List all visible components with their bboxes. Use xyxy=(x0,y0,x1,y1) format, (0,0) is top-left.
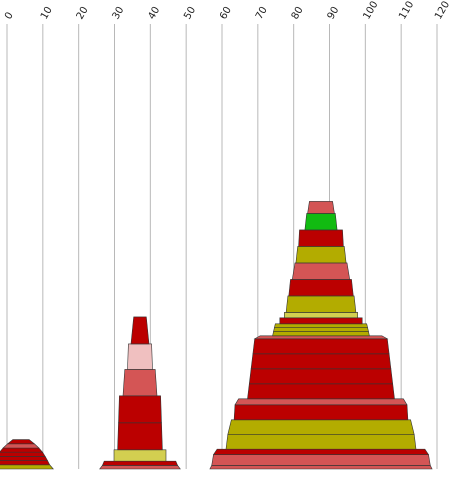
stack-1-segment-4 xyxy=(0,451,46,457)
stack-1-segment-2 xyxy=(0,460,51,466)
x-tick-label-2: 20 xyxy=(75,5,91,22)
stack-3-segment-17 xyxy=(283,312,359,319)
stacks xyxy=(0,201,433,470)
x-tick-labels: 0 10 20 30 40 50 60 70 80 90 100 110 120 xyxy=(3,0,452,22)
x-tick-label-10: 100 xyxy=(361,0,380,22)
x-tick-label-12: 120 xyxy=(433,0,452,22)
stack-3-segment-9 xyxy=(248,368,394,385)
stack-1-segment-6 xyxy=(2,443,40,449)
stack-2 xyxy=(99,316,181,470)
stack-3-segment-10 xyxy=(250,353,392,370)
stack-3-segment-6 xyxy=(233,404,409,421)
stack-3-segment-18 xyxy=(285,295,357,313)
stack-1-segment-7 xyxy=(6,439,36,445)
stack-2-segment-1 xyxy=(99,465,181,470)
stack-2-segment-6 xyxy=(122,369,158,397)
x-tick-label-1: 10 xyxy=(39,5,55,22)
stack-3-segment-11 xyxy=(252,338,390,355)
x-tick-label-0: 0 xyxy=(3,10,16,21)
stack-1-segment-3 xyxy=(0,456,49,461)
stack-3-segment-21 xyxy=(295,246,347,264)
stack-2-segment-5 xyxy=(118,395,162,424)
x-tick-label-3: 30 xyxy=(111,5,127,22)
stack-1-segment-1 xyxy=(0,464,54,470)
x-tick-label-6: 60 xyxy=(218,5,234,22)
stack-3-segment-19 xyxy=(288,279,354,297)
stack-3-segment-3 xyxy=(212,448,430,455)
stack-3-segment-12 xyxy=(253,335,389,340)
stack-3-segment-24 xyxy=(307,201,335,214)
stack-3-segment-20 xyxy=(291,262,351,280)
stack-3-segment-13 xyxy=(272,331,370,337)
stack-3 xyxy=(209,201,433,470)
x-tick-label-11: 110 xyxy=(397,0,416,22)
x-tick-label-5: 50 xyxy=(182,5,198,22)
stack-1 xyxy=(0,439,54,470)
stack-2-segment-2 xyxy=(101,460,179,466)
stack-2-segment-7 xyxy=(127,343,153,370)
stack-3-segment-1 xyxy=(209,465,433,470)
stack-3-segment-16 xyxy=(279,317,363,325)
stack-3-segment-4 xyxy=(225,434,417,450)
stack-3-segment-8 xyxy=(247,383,395,400)
stack-2-segment-3 xyxy=(113,449,167,462)
x-tick-label-8: 80 xyxy=(290,5,306,22)
stack-1-segment-5 xyxy=(0,447,44,453)
x-tick-label-9: 90 xyxy=(326,5,342,22)
stack-3-segment-5 xyxy=(227,419,415,435)
stack-3-segment-7 xyxy=(234,398,408,406)
stack-3-segment-14 xyxy=(273,327,369,332)
x-tick-label-7: 70 xyxy=(254,5,270,22)
stack-3-segment-2 xyxy=(211,454,431,466)
stack-2-segment-4 xyxy=(117,422,163,451)
stack-3-segment-23 xyxy=(304,213,338,231)
stack-3-segment-15 xyxy=(274,323,368,329)
stack-2-segment-8 xyxy=(130,316,150,345)
stack-3-segment-22 xyxy=(298,229,344,247)
x-tick-label-4: 40 xyxy=(146,5,162,22)
